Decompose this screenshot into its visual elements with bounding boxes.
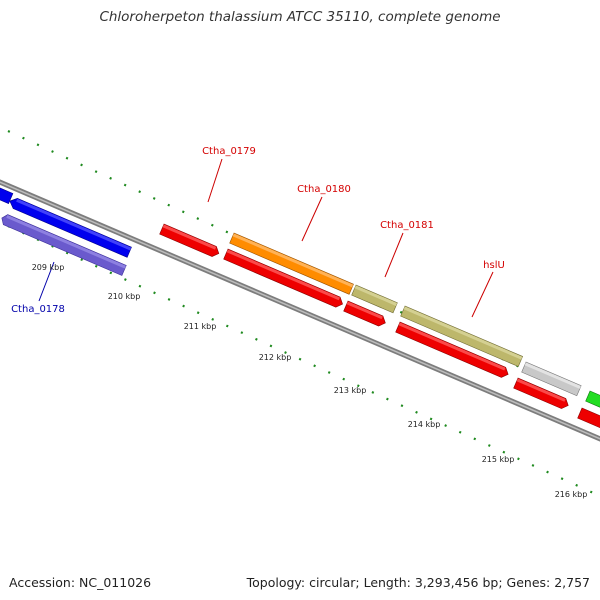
accession-text: Accession: NC_011026 <box>9 575 152 590</box>
gene-ctha-0180-orange[interactable] <box>229 232 354 295</box>
gene-red-lower-4[interactable] <box>513 377 571 411</box>
gene-grey[interactable] <box>521 361 582 397</box>
scale-label-212: 212 kbp <box>259 353 292 362</box>
leader-ctha-0180 <box>301 196 323 242</box>
scale-label-215: 215 kbp <box>482 455 515 464</box>
gene-label-ctha-0178: Ctha_0178 <box>11 304 65 315</box>
gene-label-ctha-0181: Ctha_0181 <box>380 220 434 231</box>
gene-red-lower-2[interactable] <box>343 300 388 328</box>
gene-ctha-0181-khaki[interactable] <box>351 284 398 314</box>
leader-hslu <box>471 271 494 318</box>
gene-label-hslu: hslU <box>483 260 505 271</box>
gene-hslu-khaki[interactable] <box>400 305 524 367</box>
gene-red-lower-5-partial[interactable] <box>577 407 600 429</box>
scale-label-210: 210 kbp <box>108 292 141 301</box>
gene-red-lower-1[interactable] <box>223 248 345 309</box>
gene-blue-partial[interactable] <box>0 187 14 205</box>
map-title: Chloroherpeton thalassium ATCC 35110, co… <box>99 9 501 25</box>
scale-label-216: 216 kbp <box>555 490 588 499</box>
gene-label-ctha-0180: Ctha_0180 <box>297 184 351 195</box>
gene-red-ctha-0179[interactable] <box>159 223 221 259</box>
leader-ctha-0181 <box>384 232 404 278</box>
gene-red-lower-3[interactable] <box>395 321 511 379</box>
scale-label-209: 209 kbp <box>32 263 65 272</box>
gene-green-partial[interactable] <box>585 390 600 410</box>
leader-ctha-0178 <box>38 261 55 302</box>
scale-label-213: 213 kbp <box>334 386 367 395</box>
topology-text: Topology: circular; Length: 3,293,456 bp… <box>246 575 590 590</box>
scale-label-211: 211 kbp <box>184 322 217 331</box>
gene-ctha-0178-blue[interactable] <box>8 196 132 258</box>
scale-label-214: 214 kbp <box>408 420 441 429</box>
gene-label-ctha-0179: Ctha_0179 <box>202 146 256 157</box>
leader-ctha-0179 <box>207 158 223 203</box>
gene-ctha-0178-purple[interactable] <box>0 213 127 276</box>
